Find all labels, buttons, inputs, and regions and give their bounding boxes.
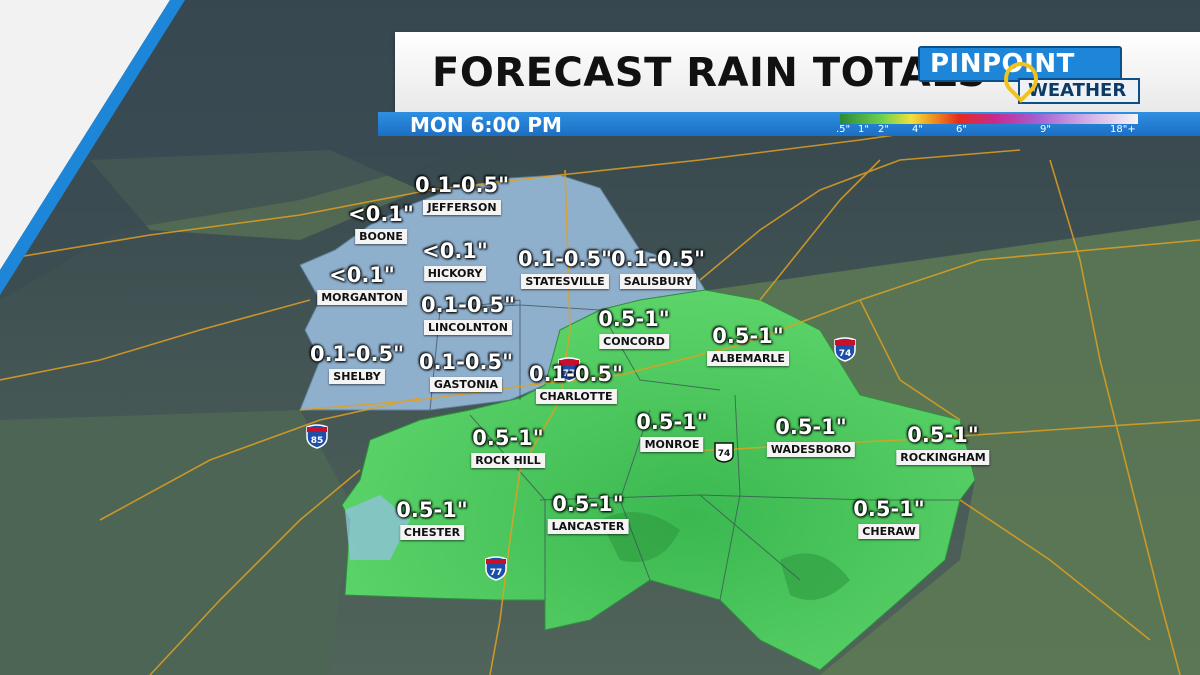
- rain-amount: <0.1": [348, 202, 414, 226]
- rain-amount: 0.5-1": [907, 423, 979, 447]
- city-name: CONCORD: [599, 334, 669, 349]
- pinpoint-weather-logo: PINPOINT WEATHER: [918, 46, 1140, 104]
- shield-number: 77: [490, 568, 503, 578]
- city-label-hickory: <0.1" HICKORY: [422, 240, 488, 281]
- interstate-77-shield-north: 77: [558, 357, 580, 382]
- rain-amount: 0.5-1": [853, 497, 925, 521]
- rain-amount: 0.5-1": [472, 426, 544, 450]
- legend-tick: 2": [878, 124, 889, 135]
- city-label-charlotte: 0.1-0.5" CHARLOTTE: [529, 363, 623, 404]
- city-name: ROCK HILL: [471, 453, 545, 468]
- forecast-time: MON 6:00 PM: [410, 113, 562, 137]
- city-name: BOONE: [355, 229, 407, 244]
- city-label-lancaster: 0.5-1" LANCASTER: [547, 492, 629, 534]
- city-label-jefferson: 0.1-0.5" JEFFERSON: [415, 174, 509, 215]
- rain-amount: 0.1-0.5": [517, 247, 613, 271]
- legend-tick: 9": [1040, 124, 1051, 135]
- rain-amount: 0.1-0.5": [414, 173, 510, 197]
- corner-accent-blue: [0, 0, 185, 295]
- legend-tick: 6": [956, 124, 967, 135]
- rain-amount: 0.1-0.5": [420, 293, 516, 317]
- rain-amount: <0.1": [329, 263, 395, 287]
- lowland-west: [0, 410, 360, 675]
- shield-number: 85: [311, 436, 324, 446]
- shield-number: 74: [718, 449, 731, 459]
- county-lines: [429, 299, 960, 601]
- logo-bottom-panel: WEATHER: [1018, 78, 1140, 104]
- rain-amount: 0.1-0.5": [309, 342, 405, 366]
- city-name: STATESVILLE: [521, 274, 609, 289]
- city-name: LANCASTER: [547, 519, 629, 534]
- rain-amount: 0.1-0.5": [610, 247, 706, 271]
- rain-amount: 0.5-1": [775, 415, 847, 439]
- city-name: SALISBURY: [619, 274, 697, 289]
- city-label-rock-hill: 0.5-1" ROCK HILL: [471, 427, 545, 468]
- city-name: ROCKINGHAM: [896, 450, 990, 465]
- city-label-salisbury: 0.1-0.5" SALISBURY: [611, 248, 705, 289]
- city-label-gastonia: 0.1-0.5" GASTONIA: [419, 351, 513, 392]
- city-name: MONROE: [640, 437, 704, 452]
- city-label-cheraw: 0.5-1" CHERAW: [853, 497, 925, 539]
- interstate-74-shield: 74: [834, 337, 856, 362]
- interstate-77-shield-south: 77: [485, 556, 507, 581]
- city-name: ALBEMARLE: [707, 351, 789, 366]
- city-label-morganton: <0.1" MORGANTON: [317, 264, 407, 305]
- legend-tick: 4": [912, 124, 923, 135]
- rain-amount: 0.5-1": [598, 307, 670, 331]
- city-label-rockingham: 0.5-1" ROCKINGHAM: [896, 423, 990, 465]
- light-patch: [345, 495, 410, 560]
- city-label-albemarle: 0.5-1" ALBEMARLE: [707, 325, 789, 366]
- city-label-statesville: 0.1-0.5" STATESVILLE: [518, 248, 612, 289]
- city-name: LINCOLNTON: [423, 320, 512, 335]
- city-label-wadesboro: 0.5-1" WADESBORO: [766, 415, 856, 457]
- rain-amount: 0.5-1": [636, 410, 708, 434]
- city-label-lincolnton: 0.1-0.5" LINCOLNTON: [421, 294, 515, 335]
- darker-wet-cells: [600, 512, 850, 600]
- legend-tick: 1": [858, 124, 869, 135]
- city-label-chester: 0.5-1" CHESTER: [396, 498, 468, 540]
- page-title: FORECAST RAIN TOTALS: [432, 50, 987, 96]
- us-74-shield: 74: [714, 442, 734, 463]
- city-label-shelby: 0.1-0.5" SHELBY: [310, 343, 404, 384]
- rain-amount: 0.1-0.5": [418, 350, 514, 374]
- rain-color-legend: [840, 114, 1138, 124]
- rain-amount: 0.5-1": [552, 492, 624, 516]
- city-name: JEFFERSON: [423, 200, 501, 215]
- city-label-concord: 0.5-1" CONCORD: [598, 307, 670, 349]
- city-label-boone: <0.1" BOONE: [348, 203, 414, 244]
- logo-top-panel: PINPOINT: [918, 46, 1122, 82]
- rain-amount: <0.1": [422, 239, 488, 263]
- logo-top-text: PINPOINT: [930, 49, 1075, 79]
- city-name: CHARLOTTE: [535, 389, 617, 404]
- city-name: GASTONIA: [429, 377, 503, 392]
- logo-bottom-text: WEATHER: [1028, 80, 1127, 101]
- interstate-85-shield: 85: [306, 424, 328, 449]
- city-name: WADESBORO: [766, 442, 856, 457]
- city-name: SHELBY: [329, 369, 385, 384]
- city-name: CHESTER: [399, 525, 465, 540]
- rain-amount: 0.1-0.5": [528, 362, 624, 386]
- rain-amount: 0.5-1": [712, 324, 784, 348]
- city-name: HICKORY: [423, 266, 487, 281]
- rain-amount: 0.5-1": [396, 498, 468, 522]
- shield-number: 74: [839, 349, 852, 359]
- shield-number: 77: [563, 369, 576, 379]
- legend-tick: .5": [836, 124, 851, 135]
- city-name: MORGANTON: [317, 290, 407, 305]
- city-name: CHERAW: [858, 524, 920, 539]
- legend-tick: 18"+: [1110, 124, 1136, 135]
- city-label-monroe: 0.5-1" MONROE: [636, 410, 708, 452]
